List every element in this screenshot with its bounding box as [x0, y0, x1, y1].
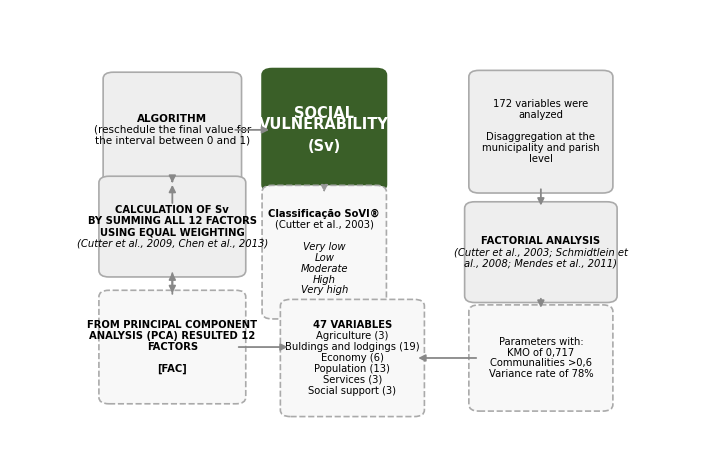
Text: (Sv): (Sv): [308, 139, 341, 154]
Text: FACTORS: FACTORS: [147, 342, 198, 352]
Text: Economy (6): Economy (6): [321, 353, 384, 363]
Text: High: High: [313, 274, 335, 284]
FancyBboxPatch shape: [469, 70, 613, 193]
Text: FACTORIAL ANALYSIS: FACTORIAL ANALYSIS: [481, 236, 600, 246]
Text: municipality and parish: municipality and parish: [482, 143, 600, 153]
Text: Services (3): Services (3): [323, 375, 382, 385]
FancyBboxPatch shape: [99, 176, 246, 277]
Text: (reschedule the final value for: (reschedule the final value for: [94, 125, 251, 135]
Text: Population (13): Population (13): [314, 364, 391, 374]
Text: ALGORITHM: ALGORITHM: [137, 114, 208, 124]
Text: (Cutter et al., 2009, Chen et al., 2013): (Cutter et al., 2009, Chen et al., 2013): [77, 238, 268, 248]
Text: level: level: [529, 154, 552, 164]
Text: Communalities >0,6: Communalities >0,6: [490, 358, 592, 368]
FancyBboxPatch shape: [469, 305, 613, 411]
Text: Very high: Very high: [301, 285, 348, 295]
Text: SOCIAL: SOCIAL: [294, 106, 354, 121]
Text: Buldings and lodgings (19): Buldings and lodgings (19): [285, 342, 420, 352]
FancyBboxPatch shape: [262, 69, 386, 191]
Text: CALCULATION OF Sv: CALCULATION OF Sv: [115, 205, 229, 215]
Text: Low: Low: [314, 253, 334, 263]
Text: Very low: Very low: [303, 242, 346, 252]
Text: 47 VARIABLES: 47 VARIABLES: [313, 320, 392, 330]
Text: Variance rate of 78%: Variance rate of 78%: [489, 369, 593, 379]
Text: analyzed: analyzed: [518, 110, 563, 120]
Text: [FAC]: [FAC]: [158, 364, 187, 374]
FancyBboxPatch shape: [99, 290, 246, 404]
Text: 172 variables were: 172 variables were: [493, 100, 589, 109]
Text: VULNERABILITY: VULNERABILITY: [259, 117, 389, 132]
Text: USING EQUAL WEIGHTING: USING EQUAL WEIGHTING: [100, 227, 245, 237]
FancyBboxPatch shape: [262, 185, 386, 319]
Text: the interval between 0 and 1): the interval between 0 and 1): [95, 136, 250, 146]
Text: Parameters with:: Parameters with:: [499, 337, 583, 346]
Text: Disaggregation at the: Disaggregation at the: [486, 132, 595, 142]
Text: al., 2008; Mendes et al., 2011): al., 2008; Mendes et al., 2011): [465, 258, 617, 268]
Text: ANALYSIS (PCA) RESULTED 12: ANALYSIS (PCA) RESULTED 12: [89, 331, 256, 341]
Text: (Cutter et al., 2003; Schmidtlein et: (Cutter et al., 2003; Schmidtlein et: [454, 247, 628, 257]
Text: (Cutter et al., 2003): (Cutter et al., 2003): [275, 220, 374, 230]
Text: BY SUMMING ALL 12 FACTORS: BY SUMMING ALL 12 FACTORS: [88, 216, 257, 226]
Text: KMO of 0,717: KMO of 0,717: [507, 347, 574, 357]
Text: Moderate: Moderate: [301, 264, 348, 273]
Text: Classificação SoVI®: Classificação SoVI®: [269, 209, 380, 219]
Text: Social support (3): Social support (3): [309, 386, 396, 396]
Text: Agriculture (3): Agriculture (3): [317, 331, 388, 341]
FancyBboxPatch shape: [465, 202, 617, 302]
FancyBboxPatch shape: [280, 300, 425, 417]
FancyBboxPatch shape: [103, 72, 242, 188]
Text: FROM PRINCIPAL COMPONENT: FROM PRINCIPAL COMPONENT: [87, 320, 258, 330]
